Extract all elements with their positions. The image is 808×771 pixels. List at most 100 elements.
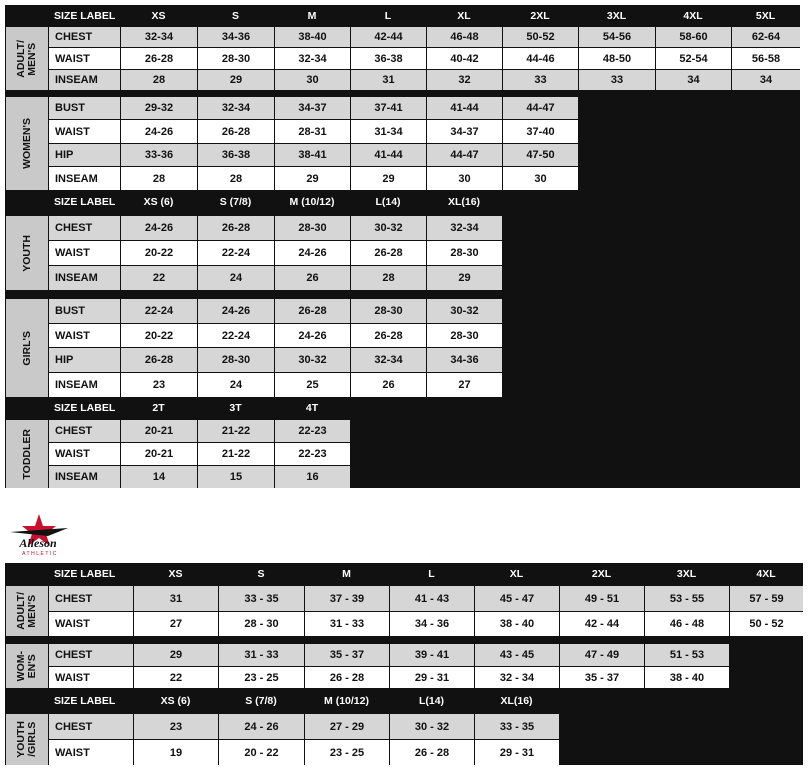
header-cell: M (10/12): [274, 189, 350, 215]
value-cell: 38 - 40: [475, 612, 559, 636]
value-cell: 21-22: [198, 443, 274, 465]
value-cell: 53 - 55: [645, 586, 729, 611]
header-cell: XL: [474, 563, 559, 585]
value-cell: 27: [427, 373, 502, 397]
header-cell: SIZE LABEL: [48, 688, 133, 713]
row-label: CHEST: [49, 586, 133, 611]
section-label-line: YOUTH: [20, 234, 33, 272]
value-cell: 32-34: [427, 216, 502, 240]
value-cell: 26-28: [198, 216, 274, 240]
value-cell: 30: [427, 167, 502, 190]
value-cell: 28-30: [198, 348, 274, 372]
value-cell: 26-28: [351, 241, 426, 265]
value-cell: 44-47: [427, 144, 502, 166]
value-cell: 31-34: [351, 120, 426, 143]
value-cell: 47-50: [503, 144, 578, 166]
section-label-text: TODDLER: [20, 428, 33, 480]
value-cell: 43 - 45: [475, 644, 559, 666]
value-cell: 49 - 51: [560, 586, 644, 611]
row-label: HIP: [49, 144, 120, 166]
section-label-text: YOUTH/GIRLS: [15, 721, 38, 758]
header-cell: SIZE LABEL: [48, 396, 120, 419]
row-label: WAIST: [49, 612, 133, 636]
header-cell: S: [218, 563, 304, 585]
value-cell: 32-34: [275, 48, 350, 69]
section-label-text: YOUTH: [20, 234, 33, 272]
value-cell: 29 - 31: [390, 667, 474, 688]
value-cell: 29: [198, 70, 274, 90]
section-label-text: GIRL'S: [20, 330, 33, 366]
value-cell: 44-46: [503, 48, 578, 69]
value-cell: 26-28: [121, 348, 197, 372]
value-cell: 15: [198, 466, 274, 488]
row-label: INSEAM: [49, 466, 120, 488]
value-cell: 33 - 35: [219, 586, 304, 611]
header-cell: XS (6): [120, 189, 197, 215]
value-cell: 28: [121, 167, 197, 190]
value-cell: 25: [275, 373, 350, 397]
value-cell: 45 - 47: [475, 586, 559, 611]
value-cell: 30-32: [351, 216, 426, 240]
value-cell: 28-30: [427, 241, 502, 265]
header-cell: 4T: [274, 396, 350, 419]
header-cell: XL(16): [474, 688, 559, 713]
value-cell: 28-31: [275, 120, 350, 143]
value-cell: 29: [134, 644, 218, 666]
value-cell: 40-42: [427, 48, 502, 69]
row-label: BUST: [49, 299, 120, 323]
value-cell: 24: [198, 266, 274, 290]
value-cell: 62-64: [732, 27, 800, 47]
value-cell: 35 - 37: [560, 667, 644, 688]
header-cell: S: [197, 5, 274, 26]
header-cell: S (7/8): [218, 688, 304, 713]
value-cell: 26-28: [121, 48, 197, 69]
header-cell: SIZE LABEL: [48, 5, 120, 26]
header-cell: 3XL: [578, 5, 655, 26]
header-cell: 2T: [120, 396, 197, 419]
value-cell: 33: [503, 70, 578, 90]
header-cell: 5XL: [731, 5, 800, 26]
row-label: BUST: [49, 97, 120, 119]
row-label: WAIST: [49, 48, 120, 69]
value-cell: 20-22: [121, 324, 197, 347]
value-cell: 28-30: [198, 48, 274, 69]
value-cell: 22: [121, 266, 197, 290]
header-cell: XL(16): [426, 189, 502, 215]
value-cell: 28: [351, 266, 426, 290]
section-label: YOUTH: [6, 216, 48, 290]
value-cell: 21-22: [198, 420, 274, 442]
value-cell: 26: [275, 266, 350, 290]
value-cell: 34-36: [427, 348, 502, 372]
value-cell: 28: [198, 167, 274, 190]
section-label-line: TODDLER: [20, 428, 33, 480]
value-cell: 30-32: [275, 348, 350, 372]
value-cell: 26-28: [275, 299, 350, 323]
value-cell: 32-34: [198, 97, 274, 119]
header-cell: 4XL: [729, 563, 803, 585]
header-cell: 3T: [197, 396, 274, 419]
row-label: CHEST: [49, 644, 133, 666]
value-cell: 39 - 41: [390, 644, 474, 666]
value-cell: 47 - 49: [560, 644, 644, 666]
value-cell: 20-22: [121, 241, 197, 265]
value-cell: 19: [134, 740, 218, 765]
section-label: TODDLER: [6, 420, 48, 488]
section-label-line: GIRL'S: [20, 330, 33, 366]
value-cell: 29: [275, 167, 350, 190]
value-cell: 29-32: [121, 97, 197, 119]
header-cell: 2XL: [502, 5, 578, 26]
value-cell: 30: [275, 70, 350, 90]
value-cell: 37 - 39: [305, 586, 389, 611]
header-cell: L(14): [350, 189, 426, 215]
value-cell: 26: [351, 373, 426, 397]
value-cell: 44-47: [503, 97, 578, 119]
value-cell: 29: [351, 167, 426, 190]
row-label: CHEST: [49, 27, 120, 47]
value-cell: 20 - 22: [219, 740, 304, 765]
header-cell: L: [389, 563, 474, 585]
value-cell: 34-37: [427, 120, 502, 143]
header-cell: 4XL: [655, 5, 731, 26]
value-cell: 24: [198, 373, 274, 397]
header-cell: XS (6): [133, 688, 218, 713]
value-cell: 42-44: [351, 27, 426, 47]
